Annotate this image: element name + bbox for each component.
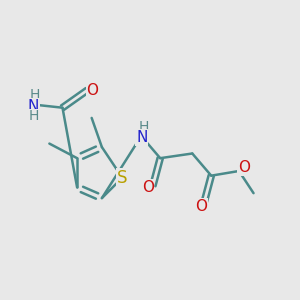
Text: N: N <box>136 130 148 145</box>
Text: O: O <box>86 83 98 98</box>
Text: H: H <box>30 88 40 103</box>
Text: O: O <box>238 160 250 175</box>
Text: H: H <box>139 120 149 134</box>
Text: S: S <box>117 169 128 187</box>
Text: O: O <box>195 199 207 214</box>
Text: N: N <box>28 99 39 114</box>
Text: O: O <box>142 179 154 194</box>
Text: H: H <box>28 110 38 124</box>
